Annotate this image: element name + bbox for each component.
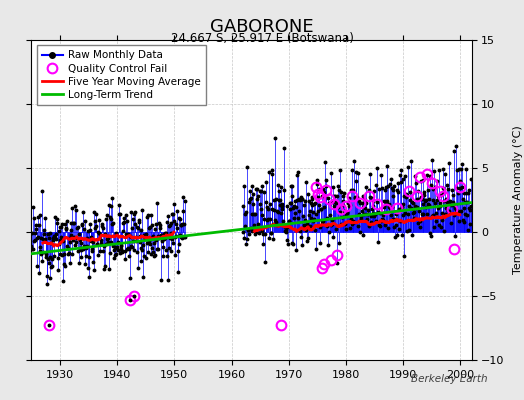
Text: 24.667 S, 25.917 E (Botswana): 24.667 S, 25.917 E (Botswana): [171, 32, 353, 45]
Legend: Raw Monthly Data, Quality Control Fail, Five Year Moving Average, Long-Term Tren: Raw Monthly Data, Quality Control Fail, …: [37, 45, 206, 105]
Text: Berkeley Earth: Berkeley Earth: [411, 374, 487, 384]
Y-axis label: Temperature Anomaly (°C): Temperature Anomaly (°C): [513, 126, 523, 274]
Text: GABORONE: GABORONE: [210, 18, 314, 36]
